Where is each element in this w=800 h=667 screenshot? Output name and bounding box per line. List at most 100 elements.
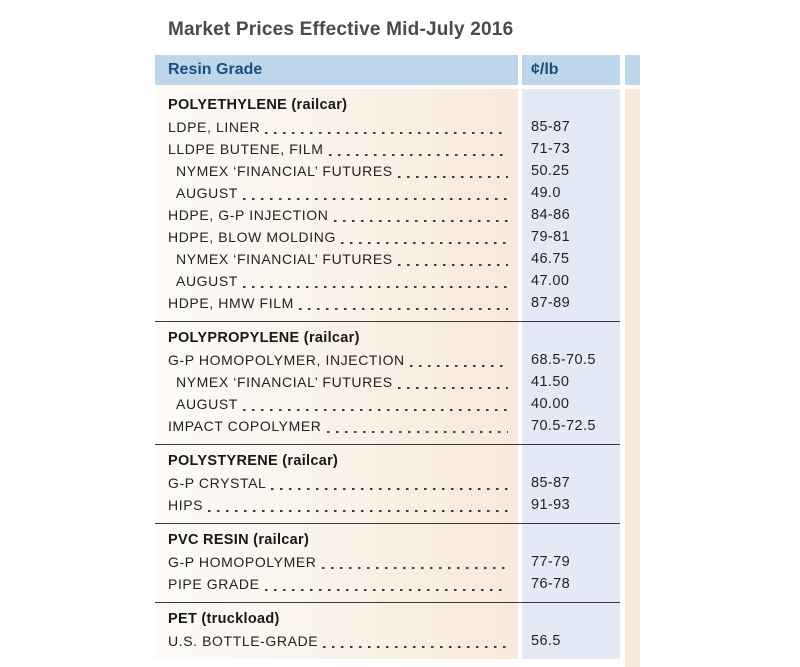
section-heading: POLYSTYRENE (railcar) (168, 453, 339, 469)
dot-leader (242, 197, 508, 200)
row-value: 49.0 (531, 185, 561, 201)
table-row: HDPE, HMW FILM 87-89 (155, 292, 640, 314)
row-value: 77-79 (531, 554, 571, 570)
section-heading: PVC RESIN (railcar) (168, 532, 310, 548)
row-label: HDPE, G-P INJECTION (168, 207, 329, 223)
row-value: 71-73 (531, 141, 571, 157)
row-value: 87-89 (531, 295, 571, 311)
dot-leader (265, 131, 508, 134)
dot-leader (271, 487, 508, 490)
table-section: PVC RESIN (railcar) G-P HOMOPOLYMER 77-79 P… (155, 524, 640, 602)
row-value: 85-87 (531, 475, 571, 491)
row-label-cell: NYMEX ‘FINANCIAL’ FUTURES (155, 371, 518, 393)
section-divider (155, 321, 620, 322)
row-label-cell: HIPS (155, 494, 518, 516)
dot-leader (326, 430, 508, 433)
row-label-cell: G-P CRYSTAL (155, 472, 518, 494)
price-column-background (522, 89, 620, 659)
left-column-background (155, 89, 518, 659)
row-label-cell: G-P HOMOPOLYMER (155, 551, 518, 573)
header-strip-cap (625, 55, 640, 85)
table-row: AUGUST 40.00 (155, 393, 640, 415)
row-label: AUGUST (176, 396, 238, 412)
section-divider (155, 444, 620, 445)
row-label-cell: NYMEX ‘FINANCIAL’ FUTURES (155, 160, 518, 182)
dot-leader (208, 509, 508, 512)
table-row: IMPACT COPOLYMER 70.5-72.5 (155, 415, 640, 437)
dot-leader (328, 153, 508, 156)
row-value: 85-87 (531, 119, 571, 135)
table-header-row: Resin Grade ¢/lb (155, 55, 640, 85)
section-heading-row: POLYETHYLENE (railcar) (155, 94, 640, 116)
dot-leader (242, 408, 508, 411)
row-label: G-P HOMOPOLYMER (168, 554, 317, 570)
row-label-cell: HDPE, BLOW MOLDING (155, 226, 518, 248)
row-value: 91-93 (531, 497, 571, 513)
row-label-cell: AUGUST (155, 393, 518, 415)
table-row: PIPE GRADE 76-78 (155, 573, 640, 595)
dot-leader (397, 386, 508, 389)
section-divider (155, 523, 620, 524)
row-label: LDPE, LINER (168, 119, 261, 135)
table-section: POLYETHYLENE (railcar) LDPE, LINER 85-87 LL… (155, 89, 640, 321)
row-label-cell: PIPE GRADE (155, 573, 518, 595)
row-label-cell: AUGUST (155, 182, 518, 204)
table-row: LLDPE BUTENE, FILM 71-73 (155, 138, 640, 160)
row-label-cell: U.S. BOTTLE-GRADE (155, 630, 518, 652)
page-title: Market Prices Effective Mid-July 2016 (168, 19, 514, 40)
table-section: PET (truckload) U.S. BOTTLE-GRADE 56.5 (155, 603, 640, 659)
section-heading: POLYETHYLENE (railcar) (168, 97, 348, 113)
row-label: HIPS (168, 497, 204, 513)
row-label: HDPE, HMW FILM (168, 295, 294, 311)
dot-leader (323, 645, 508, 648)
row-label: NYMEX ‘FINANCIAL’ FUTURES (176, 374, 393, 390)
table-row: HDPE, G-P INJECTION 84-86 (155, 204, 640, 226)
section-divider (155, 602, 620, 603)
table-rows: POLYETHYLENE (railcar) LDPE, LINER 85-87 LL… (155, 89, 640, 659)
row-value: 56.5 (531, 633, 561, 649)
row-label: NYMEX ‘FINANCIAL’ FUTURES (176, 251, 393, 267)
column-header-resin-grade: Resin Grade (155, 55, 518, 85)
row-label: IMPACT COPOLYMER (168, 418, 322, 434)
dot-leader (333, 219, 508, 222)
dot-leader (397, 175, 508, 178)
price-table: Resin Grade ¢/lb POLYETHYLENE (railcar) L… (155, 55, 640, 667)
section-heading: POLYPROPYLENE (railcar) (168, 330, 360, 346)
row-value: 40.00 (531, 396, 570, 412)
row-label: G-P HOMOPOLYMER, INJECTION (168, 352, 405, 368)
table-row: HDPE, BLOW MOLDING 79-81 (155, 226, 640, 248)
section-heading-row: POLYPROPYLENE (railcar) (155, 327, 640, 349)
row-value: 76-78 (531, 576, 571, 592)
section-heading: PET (truckload) (168, 611, 280, 627)
section-heading-row: POLYSTYRENE (railcar) (155, 450, 640, 472)
table-row: LDPE, LINER 85-87 (155, 116, 640, 138)
row-label-cell: AUGUST (155, 270, 518, 292)
row-label: LLDPE BUTENE, FILM (168, 141, 324, 157)
row-value: 41.50 (531, 374, 570, 390)
table-row: NYMEX ‘FINANCIAL’ FUTURES 41.50 (155, 371, 640, 393)
table-section: POLYPROPYLENE (railcar) G-P HOMOPOLYMER, … (155, 322, 640, 444)
table-row: G-P HOMOPOLYMER, INJECTION 68.5-70.5 (155, 349, 640, 371)
row-label-cell: LLDPE BUTENE, FILM (155, 138, 518, 160)
row-label: HDPE, BLOW MOLDING (168, 229, 336, 245)
right-strip-background (625, 89, 640, 667)
row-label: U.S. BOTTLE-GRADE (168, 633, 319, 649)
row-label: G-P CRYSTAL (168, 475, 267, 491)
row-label-cell: HDPE, G-P INJECTION (155, 204, 518, 226)
dot-leader (264, 588, 508, 591)
section-heading-row: PET (truckload) (155, 608, 640, 630)
table-row: AUGUST 47.00 (155, 270, 640, 292)
dot-leader (298, 307, 508, 310)
table-row: U.S. BOTTLE-GRADE 56.5 (155, 630, 640, 652)
table-row: G-P HOMOPOLYMER 77-79 (155, 551, 640, 573)
table-section: POLYSTYRENE (railcar) G-P CRYSTAL 85-87 HIP… (155, 445, 640, 523)
row-value: 50.25 (531, 163, 570, 179)
table-row: NYMEX ‘FINANCIAL’ FUTURES 50.25 (155, 160, 640, 182)
dot-leader (321, 566, 508, 569)
dot-leader (242, 285, 508, 288)
dot-leader (340, 241, 508, 244)
row-label-cell: LDPE, LINER (155, 116, 518, 138)
row-value: 84-86 (531, 207, 571, 223)
row-value: 47.00 (531, 273, 570, 289)
